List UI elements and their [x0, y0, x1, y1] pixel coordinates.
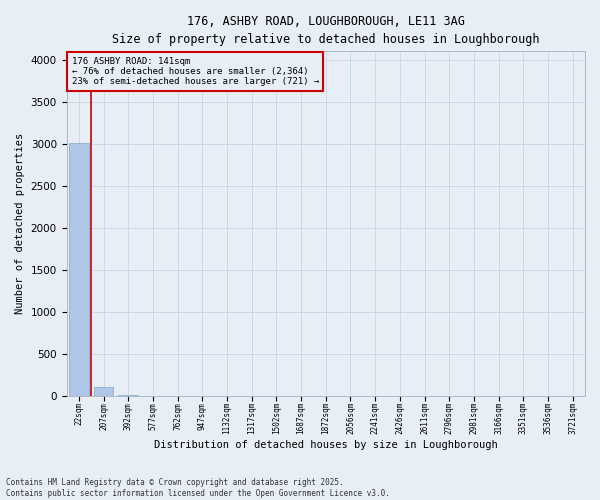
Text: Contains HM Land Registry data © Crown copyright and database right 2025.
Contai: Contains HM Land Registry data © Crown c… — [6, 478, 390, 498]
Bar — [69, 143, 89, 396]
Title: 176, ASHBY ROAD, LOUGHBOROUGH, LE11 3AG
Size of property relative to detached ho: 176, ASHBY ROAD, LOUGHBOROUGH, LE11 3AG … — [112, 15, 539, 46]
X-axis label: Distribution of detached houses by size in Loughborough: Distribution of detached houses by size … — [154, 440, 497, 450]
Y-axis label: Number of detached properties: Number of detached properties — [15, 133, 25, 314]
Bar — [94, 386, 113, 396]
Text: 176 ASHBY ROAD: 141sqm
← 76% of detached houses are smaller (2,364)
23% of semi-: 176 ASHBY ROAD: 141sqm ← 76% of detached… — [72, 56, 319, 86]
